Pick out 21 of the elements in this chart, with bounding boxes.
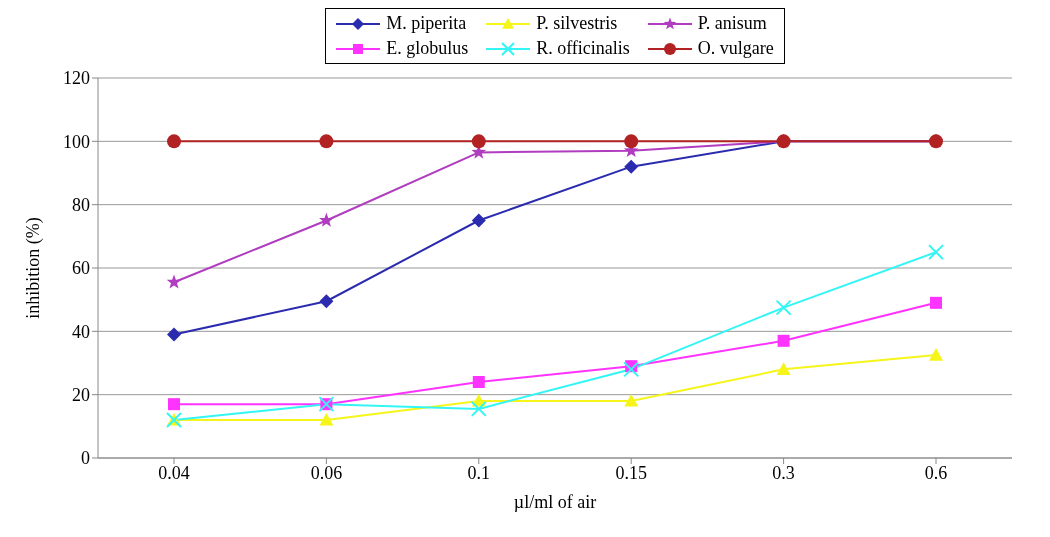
y-tick-label: 100	[63, 131, 90, 152]
y-axis-title: inhibition (%)	[23, 217, 45, 319]
y-tick-label: 80	[72, 195, 90, 216]
x-axis-title: µl/ml of air	[513, 492, 597, 512]
legend-label: P. anisum	[697, 13, 767, 34]
y-tick-label: 120	[63, 68, 90, 89]
x-tick-label: 0.3	[772, 462, 795, 483]
x-tick-label: 0.04	[158, 462, 190, 483]
legend-label: R. officinalis	[536, 38, 630, 59]
legend-label: E. globulus	[386, 38, 469, 59]
legend-label: M. piperita	[386, 13, 467, 34]
x-tick-label: 0.1	[467, 462, 491, 483]
y-tick-label: 40	[72, 321, 90, 342]
x-tick-label: 0.6	[924, 462, 948, 483]
y-tick-label: 20	[72, 385, 90, 406]
x-tick-label: 0.06	[310, 462, 343, 483]
x-tick-label: 0.15	[615, 462, 647, 483]
legend-label: O. vulgare	[697, 38, 774, 59]
legend-label: P. silvestris	[536, 13, 618, 34]
y-tick-label: 0	[81, 448, 90, 469]
y-tick-label: 60	[72, 258, 90, 279]
